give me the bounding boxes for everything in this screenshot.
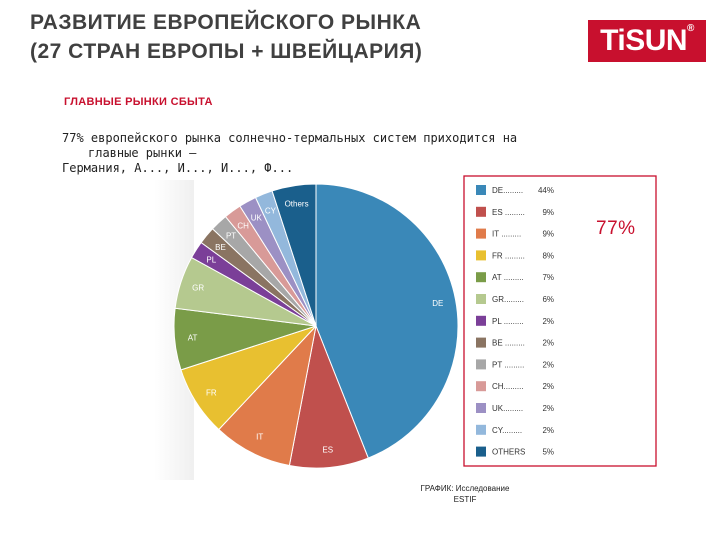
title-line-2: (27 СТРАН ЕВРОПЫ + ШВЕЙЦАРИЯ) bbox=[30, 40, 423, 63]
legend-label-it: IT ......... bbox=[492, 230, 521, 239]
legend-label-at: AT ......... bbox=[492, 273, 524, 282]
legend-value-at: 7% bbox=[542, 273, 554, 282]
legend-swatch-pt bbox=[476, 359, 486, 370]
pie-slice-it bbox=[218, 324, 317, 467]
legend-value-uk: 2% bbox=[542, 404, 554, 413]
legend-swatch-others bbox=[476, 446, 486, 457]
legend-value-pt: 2% bbox=[542, 360, 554, 369]
legend-value-be: 2% bbox=[542, 339, 554, 348]
legend-label-pl: PL ......... bbox=[492, 317, 524, 326]
legend-value-pl: 2% bbox=[542, 317, 554, 326]
legend-label-es: ES ......... bbox=[492, 208, 525, 217]
pie-label-at: AT bbox=[188, 334, 198, 343]
legend-label-gr: GR......... bbox=[492, 295, 524, 304]
pie-label-gr: GR bbox=[192, 284, 204, 293]
pie-label-es: ES bbox=[322, 445, 333, 454]
pie-slice-de bbox=[315, 183, 459, 459]
slide-title: РАЗВИТИЕ ЕВРОПЕЙСКОГО РЫНКА (27 СТРАН ЕВ… bbox=[30, 8, 570, 66]
registered-mark: ® bbox=[687, 23, 694, 34]
intro-paragraph: 77% европейского рынка солнечно-термальн… bbox=[62, 131, 647, 176]
legend-label-others: OTHERS bbox=[492, 448, 525, 457]
share-summary-label: 77% bbox=[596, 218, 636, 239]
pie-label-ch: CH bbox=[237, 222, 249, 231]
pie-label-be: BE bbox=[215, 243, 226, 252]
title-line-1: РАЗВИТИЕ ЕВРОПЕЙСКОГО РЫНКА bbox=[30, 11, 422, 34]
chart-source: ГРАФИК: Исследование ESTIF bbox=[380, 483, 550, 505]
legend-swatch-es bbox=[476, 206, 486, 217]
legend-label-fr: FR ......... bbox=[492, 251, 525, 260]
pie-slice-es bbox=[288, 324, 369, 469]
legend-swatch-gr bbox=[476, 294, 486, 304]
legend-label-ch: CH......... bbox=[492, 382, 524, 391]
legend-value-es: 9% bbox=[542, 208, 554, 217]
legend-swatch-cy bbox=[476, 424, 486, 435]
source-line-1: ГРАФИК: Исследование bbox=[420, 484, 510, 493]
logo-text: TiSUN bbox=[600, 24, 688, 57]
pie-slice-others bbox=[271, 183, 317, 327]
pie-label-others: Others bbox=[285, 200, 309, 209]
legend-swatch-be bbox=[476, 337, 486, 348]
legend-label-de: DE......... bbox=[492, 186, 523, 195]
source-line-2: ESTIF bbox=[453, 495, 477, 504]
legend-label-pt: PT ......... bbox=[492, 360, 524, 369]
paragraph-line-1: 77% европейского рынка солнечно-термальн… bbox=[62, 131, 518, 145]
legend-swatch-at bbox=[476, 272, 486, 283]
legend-label-be: BE ......... bbox=[492, 339, 525, 348]
legend-swatch-de bbox=[476, 185, 486, 195]
legend-label-cy: CY......... bbox=[492, 426, 522, 435]
section-heading: ГЛАВНЫЕ РЫНКИ СБЫТА bbox=[64, 96, 213, 108]
pie-label-pl: PL bbox=[206, 256, 216, 265]
pie-slices bbox=[173, 183, 459, 469]
pie-label-uk: UK bbox=[251, 213, 263, 222]
legend-swatch-fr bbox=[476, 250, 486, 261]
pie-label-fr: FR bbox=[206, 388, 217, 397]
paragraph-line-2: главные рынки – bbox=[88, 146, 197, 160]
legend-swatch-ch bbox=[476, 381, 486, 392]
legend-swatch-pl bbox=[476, 315, 486, 326]
paragraph-line-3: Германия, А..., И..., И..., Ф... bbox=[62, 161, 294, 175]
legend-value-cy: 2% bbox=[542, 426, 554, 435]
legend-swatch-it bbox=[476, 228, 486, 239]
legend-frame bbox=[463, 175, 657, 467]
pie-label-de: DE bbox=[432, 299, 443, 308]
tisun-logo: TiSUN® bbox=[588, 20, 706, 62]
chart-legend: DE......... 44% ES ......... 9% IT .........… bbox=[476, 185, 554, 457]
pie-label-cy: CY bbox=[265, 207, 277, 216]
legend-value-gr: 6% bbox=[542, 295, 554, 304]
legend-swatch-uk bbox=[476, 403, 486, 413]
pie-label-pt: PT bbox=[226, 232, 236, 241]
legend-value-others: 5% bbox=[542, 448, 554, 457]
legend-value-it: 9% bbox=[542, 230, 554, 239]
legend-value-fr: 8% bbox=[542, 251, 554, 260]
legend-label-uk: UK......... bbox=[492, 404, 523, 413]
legend-value-ch: 2% bbox=[542, 382, 554, 391]
legend-value-de: 44% bbox=[538, 186, 554, 195]
pie-label-it: IT bbox=[256, 433, 263, 442]
